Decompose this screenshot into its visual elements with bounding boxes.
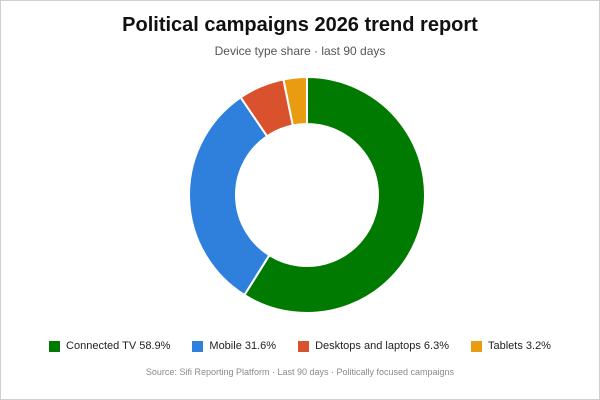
legend-item-desktops-and-laptops: Desktops and laptops 6.3% bbox=[298, 340, 449, 352]
legend-label-tablets: Tablets 3.2% bbox=[487, 340, 551, 352]
chart-source-note: Source: Sifi Reporting Platform · Last 9… bbox=[145, 367, 455, 377]
legend-swatch-desktops-and-laptops bbox=[298, 340, 310, 352]
donut-slice-mobile bbox=[188, 96, 271, 297]
legend-item-mobile: Mobile 31.6% bbox=[192, 340, 276, 352]
donut-slice-connected-tv bbox=[243, 75, 426, 314]
legend-label-desktops-and-laptops: Desktops and laptops 6.3% bbox=[315, 340, 449, 352]
legend-item-tablets: Tablets 3.2% bbox=[470, 340, 551, 352]
legend-swatch-connected-tv bbox=[49, 340, 61, 352]
chart-subtitle: Device type share · last 90 days bbox=[214, 44, 386, 58]
donut-slice-tablets bbox=[282, 75, 308, 127]
legend-swatch-mobile bbox=[192, 340, 204, 352]
legend-swatch-tablets bbox=[470, 340, 482, 352]
chart-legend: Connected TV 58.9% Mobile 31.6% Desktops… bbox=[0, 340, 600, 352]
legend-label-mobile: Mobile 31.6% bbox=[209, 340, 277, 352]
chart-title: Political campaigns 2026 trend report bbox=[122, 14, 478, 36]
legend-label-connected-tv: Connected TV 58.9% bbox=[66, 340, 171, 352]
legend-item-connected-tv: Connected TV 58.9% bbox=[49, 340, 170, 352]
